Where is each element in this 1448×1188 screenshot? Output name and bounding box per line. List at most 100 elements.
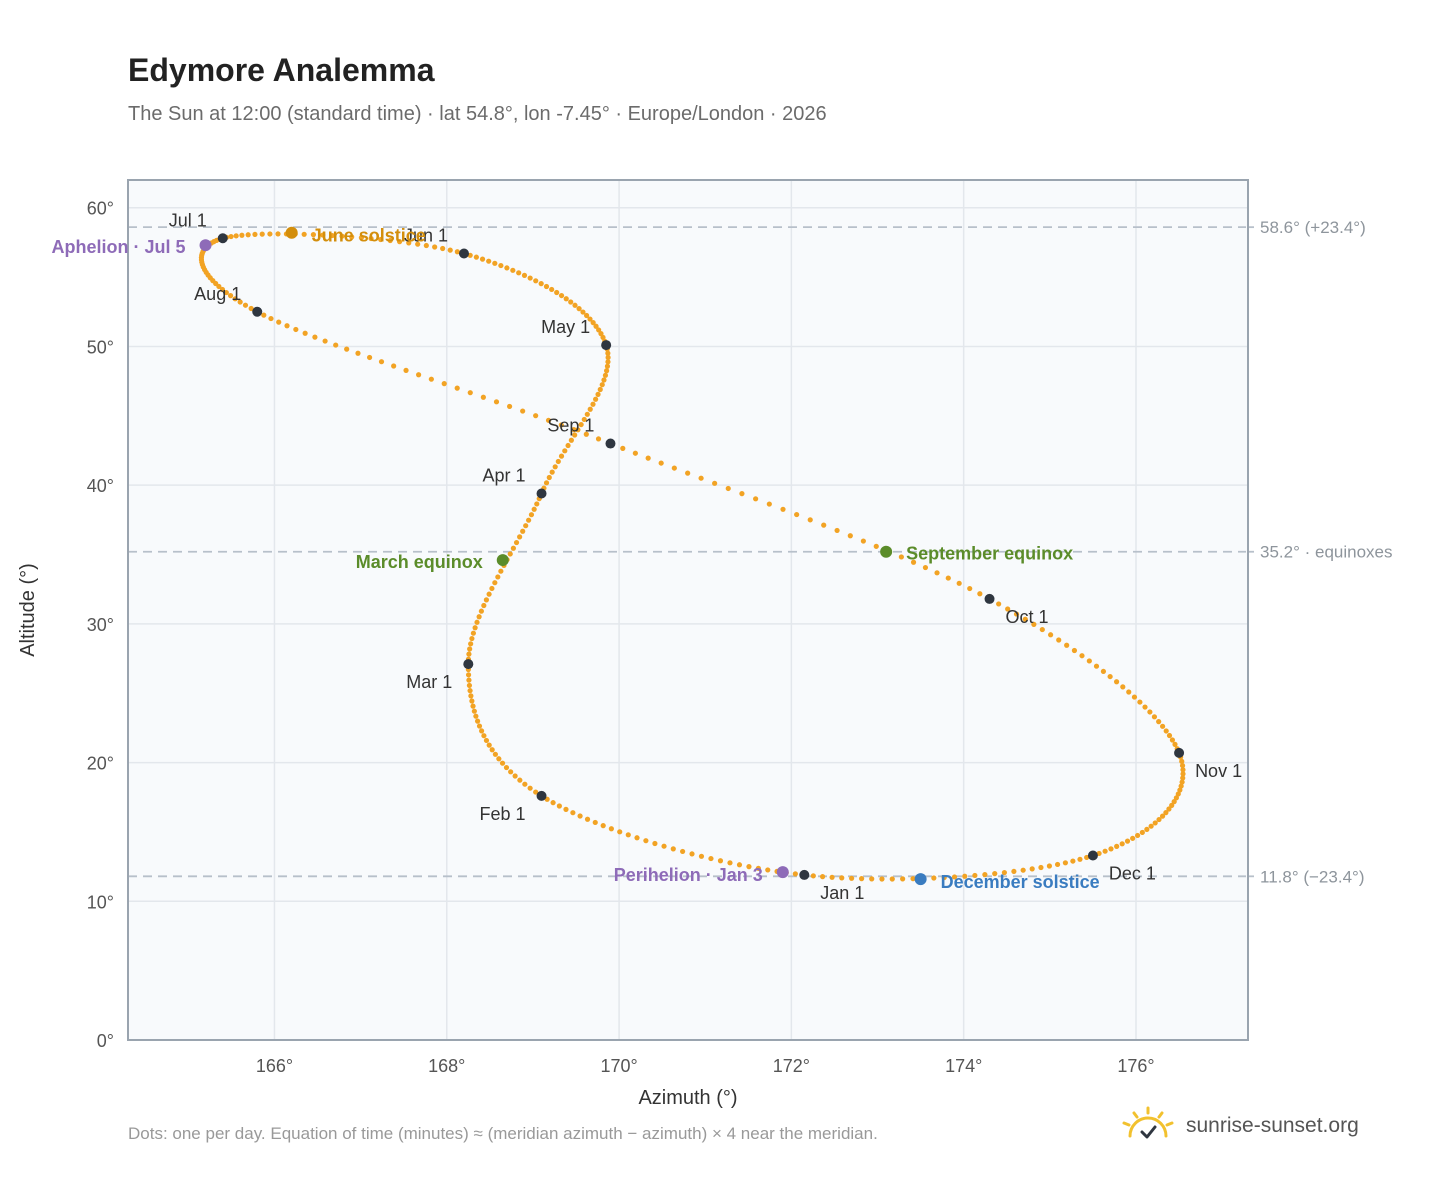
chart-footnote: Dots: one per day. Equation of time (min… [128,1124,878,1143]
daily-sun-dot [223,289,229,296]
daily-sun-dot [1163,728,1169,734]
daily-sun-dot [552,464,558,470]
daily-sun-dot [977,591,983,597]
daily-sun-dot [219,286,226,293]
month-label: Mar 1 [406,672,452,692]
daily-sun-dot [239,232,245,238]
reference-line-label: 58.6° (+23.4°) [1260,218,1366,237]
daily-sun-dot [1179,762,1186,769]
daily-sun-dot [1013,611,1020,617]
daily-sun-dot [593,323,599,329]
month-marker [536,488,547,499]
daily-sun-dot [481,733,487,739]
month-label: May 1 [541,317,590,337]
event-marker [914,873,927,886]
daily-sun-dot [492,260,498,266]
daily-sun-dot [869,876,875,882]
daily-sun-dot [1102,848,1108,854]
x-tick-label: 170° [600,1056,637,1076]
daily-sun-dot [232,296,238,302]
daily-sun-dot [531,506,537,512]
daily-sun-dot [512,773,518,779]
event-label: March equinox [356,552,483,572]
daily-sun-dot [440,245,446,252]
daily-sun-dot [468,693,474,699]
daily-sun-dot [849,875,855,881]
daily-sun-dot [469,698,475,704]
daily-sun-dot [329,232,335,239]
daily-sun-dot [507,551,513,557]
daily-sun-dot [847,533,853,539]
daily-sun-dot [492,751,498,757]
daily-sun-dot [1048,632,1054,638]
daily-sun-dot [1180,767,1186,773]
daily-sun-dot [333,342,339,348]
plot-area [128,180,1248,1040]
daily-sun-dot [1084,854,1090,861]
daily-sun-dot [1093,663,1100,669]
daily-sun-dot [577,813,583,819]
daily-sun-dot [479,728,485,734]
daily-sun-dot [498,262,504,269]
daily-sun-dot [1166,806,1172,812]
daily-sun-dot [355,350,361,356]
daily-sun-dot [1177,787,1183,793]
event-label: June solstice [312,226,426,246]
daily-sun-dot [1175,791,1181,797]
event-label: December solstice [941,872,1100,892]
chart-subtitle: The Sun at 12:00 (standard time) · lat 5… [128,103,827,125]
month-label: Aug 1 [194,284,241,304]
daily-sun-dot [1070,858,1076,864]
daily-sun-dot [466,651,472,657]
daily-sun-dot [1152,820,1158,826]
daily-sun-dot [601,377,607,383]
daily-sun-dot [474,718,481,724]
month-marker [984,593,995,604]
sun-logo-icon [1122,1106,1174,1139]
daily-sun-dot [504,265,510,271]
daily-sun-dot [602,372,609,378]
daily-sun-dot [349,234,355,240]
brand[interactable]: sunrise-sunset.org [1120,1104,1359,1148]
daily-sun-dot [792,871,798,877]
daily-sun-dot [261,312,267,318]
daily-sun-dot [604,368,610,374]
daily-sun-dot [1179,779,1185,785]
daily-sun-dot [473,713,479,719]
y-tick-label: 40° [87,476,114,496]
daily-sun-dot [528,512,535,518]
daily-sun-dot [428,376,434,382]
daily-sun-dot [829,874,835,880]
daily-sun-dot [1169,737,1176,743]
month-marker [536,790,547,801]
daily-sun-dot [1144,826,1150,832]
daily-sun-dot [259,231,265,237]
daily-sun-dot [476,723,483,729]
daily-sun-dot [620,445,626,451]
daily-sun-dot [605,354,611,361]
daily-sun-dot [268,315,274,322]
daily-sun-dot [1142,704,1148,710]
daily-sun-dot [489,747,495,753]
daily-sun-dot [1086,658,1092,664]
daily-sun-dot [276,319,282,325]
event-marker [199,239,212,252]
daily-sun-dot [558,453,565,459]
daily-sun-dot [517,777,523,783]
daily-sun-dot [1064,642,1070,648]
daily-sun-dot [1001,869,1008,876]
daily-sun-dot [617,829,623,835]
daily-sun-dot [766,501,772,507]
daily-sun-dot [1135,832,1141,839]
daily-sun-dot [898,554,904,560]
daily-sun-dot [587,406,593,412]
daily-sun-dot [496,756,502,762]
event-label: September equinox [906,544,1073,564]
daily-sun-dot [1180,771,1186,777]
daily-sun-dot [593,396,599,402]
chart-title: Edymore Analemma [128,52,435,88]
daily-sun-dot [575,427,581,433]
daily-sun-dot [521,272,528,278]
daily-sun-dot [595,436,602,442]
